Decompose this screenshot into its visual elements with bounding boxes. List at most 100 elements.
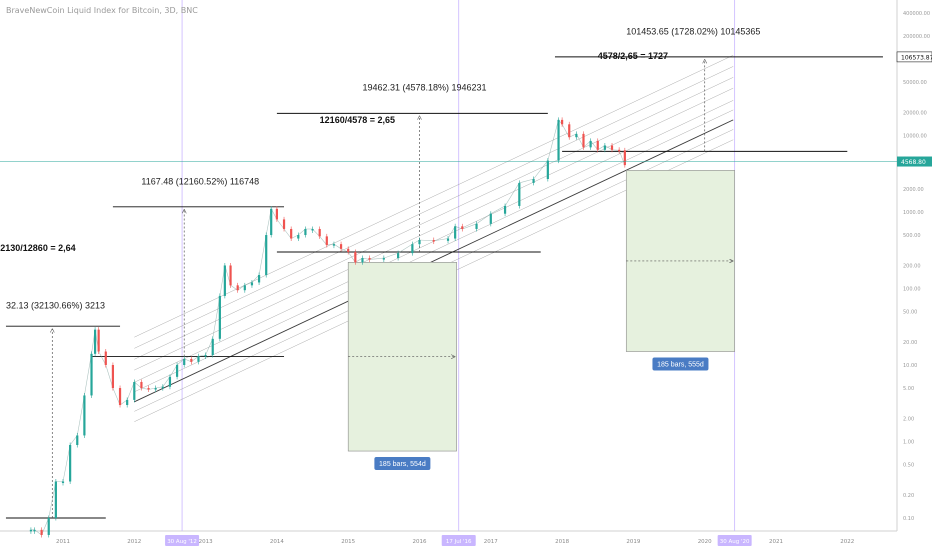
y-tick-label: 2.00 — [903, 416, 914, 422]
candle-body — [61, 481, 65, 484]
x-tick-label: 2018 — [555, 539, 569, 545]
y-tick-label: 50.00 — [903, 310, 917, 316]
measure-annotation: 19462.31 (4578.18%) 1946231 — [362, 82, 486, 92]
candle-body — [243, 285, 246, 291]
candle-body — [270, 208, 273, 236]
candle-body — [354, 252, 357, 263]
candle-body — [257, 275, 261, 283]
candle-body — [368, 258, 371, 260]
highlight-date-label: 30 Aug '20 — [720, 539, 750, 545]
y-tick-label: 0.50 — [903, 463, 914, 469]
candle-body — [561, 119, 564, 125]
measure-annotation: 32.13 (32130.66%) 3213 — [6, 300, 105, 310]
chart-title: BraveNewCoin Liquid Index for Bitcoin, 3… — [6, 6, 198, 15]
candle-body — [275, 208, 278, 220]
highlight-date-badge — [717, 535, 752, 546]
candle-body — [211, 338, 214, 356]
x-tick-label: 2021 — [769, 539, 783, 545]
candle-body — [204, 355, 207, 357]
candle-body — [382, 258, 385, 260]
highlight-date-label: 30 Aug '12 — [167, 539, 197, 545]
y-tick-label: 50000.00 — [903, 80, 927, 86]
duration-box — [625, 170, 735, 352]
candle-body — [223, 265, 226, 296]
candle-body — [325, 236, 328, 246]
candle-body — [454, 226, 457, 239]
y-tick-label: 0.20 — [903, 493, 914, 499]
candle-body — [432, 240, 435, 242]
candle-body — [93, 329, 97, 354]
candle-body — [361, 258, 364, 263]
last-price-badge — [897, 156, 932, 167]
candle-body — [140, 381, 143, 389]
highlight-date-badge — [441, 535, 476, 546]
y-tick-label: 400000.00 — [903, 11, 930, 17]
ratio-annotation: 12160/4578 = 2,65 — [320, 115, 395, 125]
candle-body — [532, 179, 535, 183]
x-tick-label: 2019 — [626, 539, 640, 545]
channel-band-line — [134, 109, 734, 393]
candle-body — [610, 145, 614, 150]
candle-body — [575, 133, 578, 138]
candle-body — [104, 351, 107, 365]
ratio-annotation: 4578/2,65 = 1727 — [598, 51, 668, 61]
y-tick-label: 20.00 — [903, 340, 917, 346]
level-price-badge — [896, 51, 932, 63]
candle-body — [546, 160, 549, 180]
candle-body — [503, 205, 507, 214]
duration-badge — [374, 457, 431, 471]
y-tick-label: 100.00 — [903, 287, 921, 293]
candle-body — [147, 388, 150, 390]
candle-body — [489, 213, 492, 224]
candle-body — [236, 285, 239, 291]
candle-body — [446, 238, 450, 241]
channel-band-line — [134, 66, 734, 349]
channel-band-line — [134, 55, 734, 338]
y-tick-label: 1000.00 — [903, 210, 924, 216]
candle-body — [297, 235, 300, 239]
candle-body — [111, 365, 115, 389]
candle-body — [282, 219, 286, 229]
y-tick-label: 0.10 — [903, 516, 914, 522]
candle-body — [33, 529, 36, 532]
candle-body — [168, 376, 172, 387]
candle-body — [97, 329, 100, 352]
candle-body — [603, 145, 606, 150]
duration-label: 185 bars, 555d — [657, 362, 704, 369]
ratio-annotation: 32130/12860 = 2,64 — [0, 243, 76, 253]
candle-body — [197, 356, 200, 362]
candle-body — [83, 395, 86, 436]
y-tick-label: 500.00 — [903, 233, 921, 239]
last-price-label: 4568.80 — [901, 159, 926, 166]
x-tick-label: 2012 — [127, 539, 141, 545]
channel-band-line — [134, 87, 734, 371]
channel-band-line — [134, 77, 734, 360]
candle-body — [589, 140, 592, 148]
candle-body — [347, 248, 350, 253]
y-tick-label: 1.00 — [903, 440, 914, 446]
candle-body — [90, 353, 93, 396]
x-tick-label: 2020 — [698, 539, 712, 545]
x-tick-label: 2014 — [270, 539, 284, 545]
candle-body — [69, 445, 72, 482]
y-tick-label: 10.00 — [903, 363, 917, 369]
x-tick-label: 2022 — [840, 539, 854, 545]
y-tick-label: 2000.00 — [903, 187, 924, 193]
candle-body — [126, 399, 129, 406]
candle-body — [304, 228, 307, 236]
measure-annotation: 1167.48 (12160.52%) 116748 — [141, 176, 259, 186]
candle-body — [339, 244, 343, 249]
candle-body — [161, 386, 164, 389]
candle-body — [332, 244, 336, 246]
candle-body — [54, 481, 57, 518]
candle-body — [250, 282, 254, 286]
candle-body — [29, 529, 33, 532]
candle-body — [397, 253, 400, 259]
candle-body — [568, 124, 571, 138]
candle-body — [418, 240, 421, 245]
candle-body — [623, 150, 626, 166]
candle-body — [475, 223, 478, 229]
x-tick-label: 2011 — [56, 539, 70, 545]
